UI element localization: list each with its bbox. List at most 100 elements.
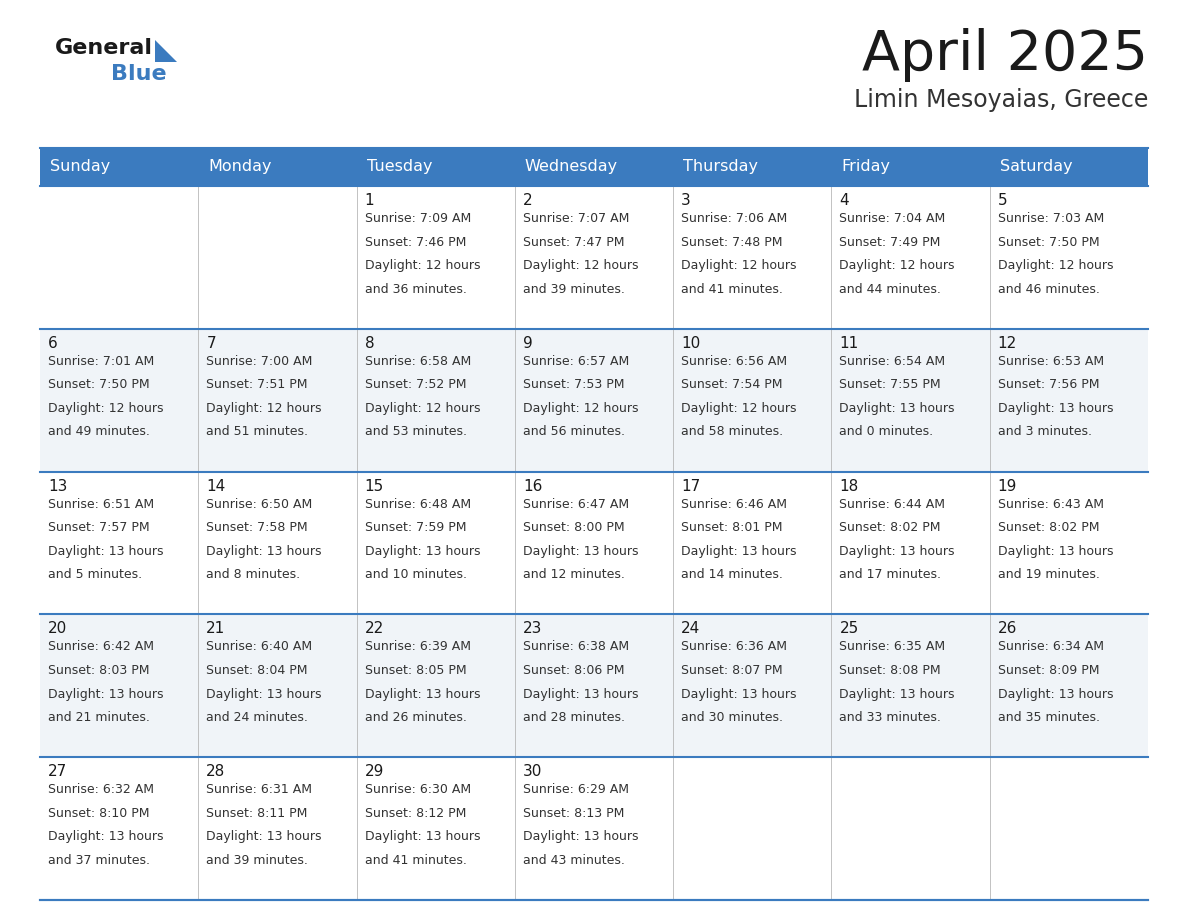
Bar: [40, 614, 1148, 757]
Bar: [40, 148, 1148, 186]
Text: 2: 2: [523, 193, 532, 208]
Text: and 14 minutes.: and 14 minutes.: [681, 568, 783, 581]
Text: and 10 minutes.: and 10 minutes.: [365, 568, 467, 581]
Text: 26: 26: [998, 621, 1017, 636]
Text: and 58 minutes.: and 58 minutes.: [681, 425, 783, 439]
Text: Sunset: 7:49 PM: Sunset: 7:49 PM: [840, 236, 941, 249]
Text: Daylight: 13 hours: Daylight: 13 hours: [365, 830, 480, 844]
Text: Sunset: 7:48 PM: Sunset: 7:48 PM: [681, 236, 783, 249]
Text: and 33 minutes.: and 33 minutes.: [840, 711, 941, 724]
Text: and 41 minutes.: and 41 minutes.: [681, 283, 783, 296]
Text: 5: 5: [998, 193, 1007, 208]
Text: Daylight: 12 hours: Daylight: 12 hours: [365, 402, 480, 415]
Text: Sunrise: 6:43 AM: Sunrise: 6:43 AM: [998, 498, 1104, 510]
Text: April 2025: April 2025: [862, 28, 1148, 82]
Text: Sunrise: 6:38 AM: Sunrise: 6:38 AM: [523, 641, 628, 654]
Text: Sunrise: 6:47 AM: Sunrise: 6:47 AM: [523, 498, 628, 510]
Text: 25: 25: [840, 621, 859, 636]
Text: Daylight: 13 hours: Daylight: 13 hours: [48, 688, 164, 700]
Text: Daylight: 13 hours: Daylight: 13 hours: [207, 544, 322, 558]
Text: and 8 minutes.: and 8 minutes.: [207, 568, 301, 581]
Text: Sunset: 8:08 PM: Sunset: 8:08 PM: [840, 664, 941, 677]
Text: Daylight: 13 hours: Daylight: 13 hours: [998, 402, 1113, 415]
Bar: [40, 329, 1148, 472]
Text: Sunrise: 6:53 AM: Sunrise: 6:53 AM: [998, 354, 1104, 368]
Text: 3: 3: [681, 193, 691, 208]
Text: Daylight: 13 hours: Daylight: 13 hours: [48, 544, 164, 558]
Text: Daylight: 13 hours: Daylight: 13 hours: [840, 544, 955, 558]
Text: and 26 minutes.: and 26 minutes.: [365, 711, 467, 724]
Text: Limin Mesoyaias, Greece: Limin Mesoyaias, Greece: [854, 88, 1148, 112]
Text: Daylight: 13 hours: Daylight: 13 hours: [523, 688, 638, 700]
Bar: [40, 186, 1148, 329]
Text: and 37 minutes.: and 37 minutes.: [48, 854, 150, 867]
Text: Sunrise: 6:29 AM: Sunrise: 6:29 AM: [523, 783, 628, 796]
Text: and 19 minutes.: and 19 minutes.: [998, 568, 1100, 581]
Text: and 39 minutes.: and 39 minutes.: [523, 283, 625, 296]
Text: Daylight: 12 hours: Daylight: 12 hours: [523, 402, 638, 415]
Text: Sunset: 7:59 PM: Sunset: 7:59 PM: [365, 521, 466, 534]
Text: Sunrise: 6:35 AM: Sunrise: 6:35 AM: [840, 641, 946, 654]
Text: Tuesday: Tuesday: [367, 160, 432, 174]
Text: Daylight: 13 hours: Daylight: 13 hours: [365, 688, 480, 700]
Text: Daylight: 12 hours: Daylight: 12 hours: [207, 402, 322, 415]
Text: Sunrise: 7:00 AM: Sunrise: 7:00 AM: [207, 354, 312, 368]
Text: 1: 1: [365, 193, 374, 208]
Text: 18: 18: [840, 478, 859, 494]
Text: 24: 24: [681, 621, 701, 636]
Text: Sunset: 8:12 PM: Sunset: 8:12 PM: [365, 807, 466, 820]
Text: Sunset: 8:04 PM: Sunset: 8:04 PM: [207, 664, 308, 677]
Text: Wednesday: Wednesday: [525, 160, 618, 174]
Text: 22: 22: [365, 621, 384, 636]
Text: and 28 minutes.: and 28 minutes.: [523, 711, 625, 724]
Text: Sunset: 8:01 PM: Sunset: 8:01 PM: [681, 521, 783, 534]
Text: 19: 19: [998, 478, 1017, 494]
Text: and 49 minutes.: and 49 minutes.: [48, 425, 150, 439]
Text: and 12 minutes.: and 12 minutes.: [523, 568, 625, 581]
Text: and 51 minutes.: and 51 minutes.: [207, 425, 308, 439]
Text: Sunset: 7:50 PM: Sunset: 7:50 PM: [48, 378, 150, 391]
Text: 9: 9: [523, 336, 532, 351]
Text: Sunrise: 6:32 AM: Sunrise: 6:32 AM: [48, 783, 154, 796]
Text: Sunset: 7:50 PM: Sunset: 7:50 PM: [998, 236, 1099, 249]
Text: 7: 7: [207, 336, 216, 351]
Text: and 44 minutes.: and 44 minutes.: [840, 283, 941, 296]
Text: Sunset: 8:13 PM: Sunset: 8:13 PM: [523, 807, 624, 820]
Text: Daylight: 13 hours: Daylight: 13 hours: [998, 688, 1113, 700]
Text: Sunrise: 7:04 AM: Sunrise: 7:04 AM: [840, 212, 946, 225]
Text: 28: 28: [207, 764, 226, 779]
Text: 10: 10: [681, 336, 701, 351]
Text: Daylight: 12 hours: Daylight: 12 hours: [840, 259, 955, 272]
Text: Daylight: 13 hours: Daylight: 13 hours: [523, 830, 638, 844]
Text: Daylight: 12 hours: Daylight: 12 hours: [681, 259, 797, 272]
Text: and 0 minutes.: and 0 minutes.: [840, 425, 934, 439]
Text: Sunset: 7:57 PM: Sunset: 7:57 PM: [48, 521, 150, 534]
Text: Daylight: 13 hours: Daylight: 13 hours: [681, 688, 797, 700]
Text: Sunrise: 6:46 AM: Sunrise: 6:46 AM: [681, 498, 788, 510]
Text: Sunset: 7:56 PM: Sunset: 7:56 PM: [998, 378, 1099, 391]
Text: Sunrise: 6:34 AM: Sunrise: 6:34 AM: [998, 641, 1104, 654]
Text: Daylight: 12 hours: Daylight: 12 hours: [523, 259, 638, 272]
Text: 11: 11: [840, 336, 859, 351]
Text: and 43 minutes.: and 43 minutes.: [523, 854, 625, 867]
Text: 4: 4: [840, 193, 849, 208]
Text: Sunset: 8:10 PM: Sunset: 8:10 PM: [48, 807, 150, 820]
Text: and 24 minutes.: and 24 minutes.: [207, 711, 308, 724]
Text: Daylight: 13 hours: Daylight: 13 hours: [48, 830, 164, 844]
Text: 13: 13: [48, 478, 68, 494]
Text: and 53 minutes.: and 53 minutes.: [365, 425, 467, 439]
Text: Sunrise: 7:09 AM: Sunrise: 7:09 AM: [365, 212, 470, 225]
Text: Daylight: 12 hours: Daylight: 12 hours: [365, 259, 480, 272]
Text: Sunset: 7:52 PM: Sunset: 7:52 PM: [365, 378, 466, 391]
Text: Daylight: 13 hours: Daylight: 13 hours: [998, 544, 1113, 558]
Text: Sunrise: 6:30 AM: Sunrise: 6:30 AM: [365, 783, 470, 796]
Text: Sunset: 8:05 PM: Sunset: 8:05 PM: [365, 664, 466, 677]
Text: Sunrise: 6:51 AM: Sunrise: 6:51 AM: [48, 498, 154, 510]
Text: Monday: Monday: [208, 160, 272, 174]
Text: Sunrise: 7:07 AM: Sunrise: 7:07 AM: [523, 212, 630, 225]
Text: Sunday: Sunday: [50, 160, 110, 174]
Polygon shape: [154, 40, 177, 62]
Text: and 41 minutes.: and 41 minutes.: [365, 854, 467, 867]
Text: 14: 14: [207, 478, 226, 494]
Text: Daylight: 12 hours: Daylight: 12 hours: [998, 259, 1113, 272]
